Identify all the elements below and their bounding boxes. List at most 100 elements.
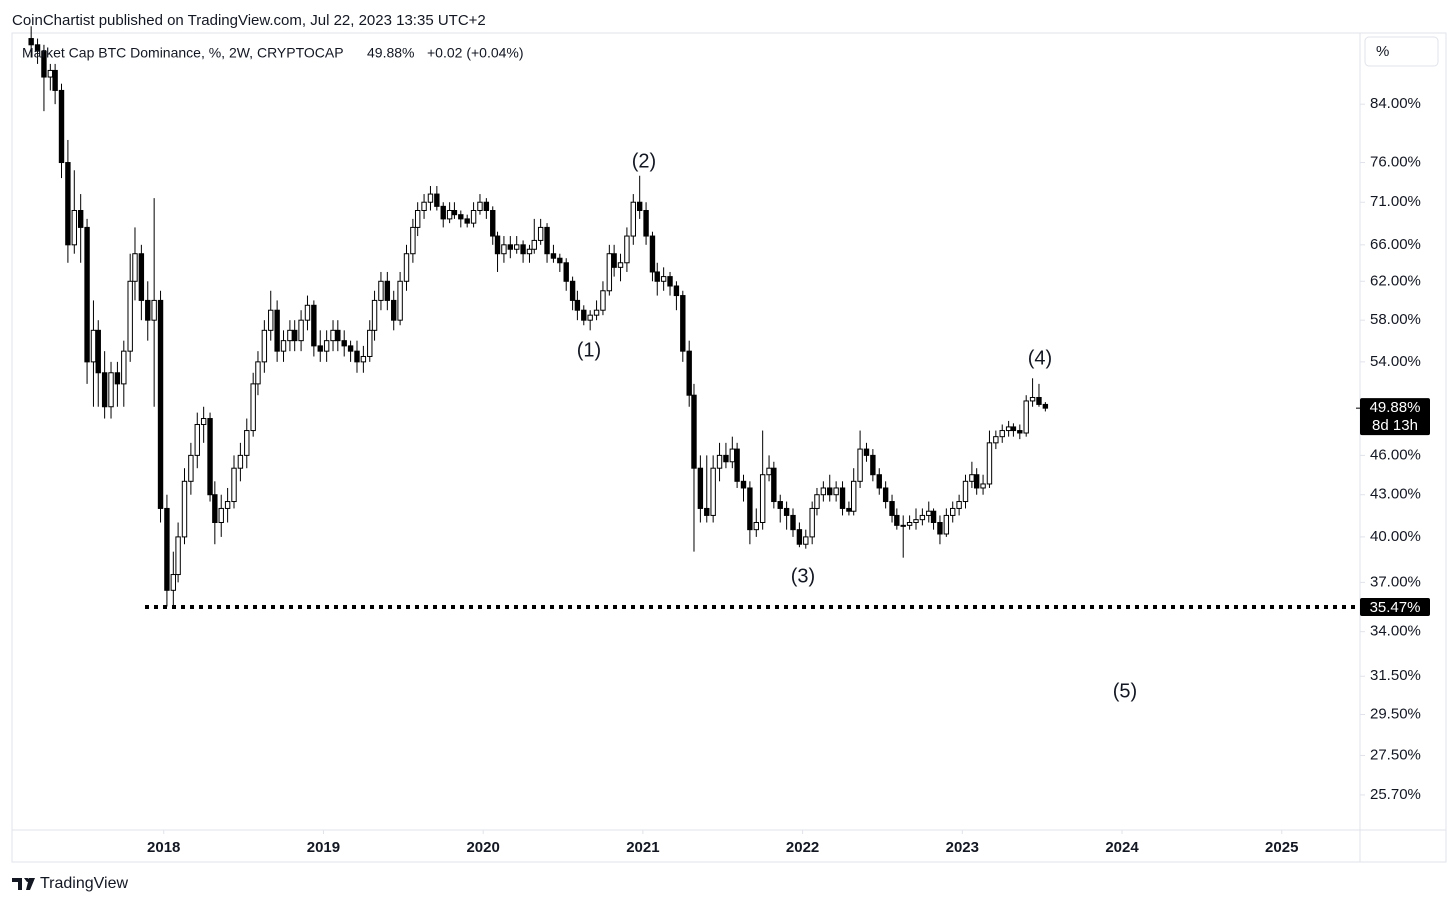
candle-body: [501, 244, 507, 255]
candle-body: [969, 474, 975, 482]
candle-body: [470, 210, 477, 224]
bar-countdown: 8d 13h: [1372, 417, 1418, 434]
scale-button-box[interactable]: [1364, 36, 1439, 67]
candle-body: [477, 201, 483, 212]
scale-button-label[interactable]: %: [1376, 43, 1389, 60]
wave-label: (4): [1028, 347, 1052, 369]
candle-body: [557, 257, 563, 264]
candle-body: [1010, 426, 1017, 432]
y-tick-label: 40.00%: [1370, 528, 1421, 545]
candle-body: [962, 480, 969, 503]
candle-body: [90, 329, 97, 363]
candle-body: [649, 235, 656, 273]
candle-body: [1023, 400, 1029, 434]
candle-body: [224, 501, 231, 509]
candle-body: [617, 262, 624, 268]
candle-body: [514, 244, 520, 250]
candle-body: [606, 253, 613, 292]
candle-body: [250, 383, 256, 432]
candle-body: [175, 536, 181, 576]
y-tick-label: 31.50%: [1370, 667, 1421, 684]
x-tick-label: 2020: [466, 839, 499, 856]
candle-body: [857, 448, 863, 482]
candle-body: [287, 329, 293, 342]
candle-body: [77, 210, 84, 228]
y-tick-label: 54.00%: [1370, 353, 1421, 370]
candle-body: [624, 235, 630, 264]
candle-body: [919, 514, 926, 521]
scale-button[interactable]: %: [1364, 36, 1439, 67]
candle-body: [531, 239, 537, 250]
candle-body: [108, 372, 114, 408]
plot-area: [28, 26, 1360, 610]
y-tick-label: 46.00%: [1370, 446, 1421, 463]
candle-body: [494, 235, 501, 255]
x-tick-label: 2019: [307, 839, 340, 856]
candle-body: [716, 454, 723, 469]
candle-body: [600, 290, 606, 311]
candle-body: [446, 210, 453, 220]
candle-body: [207, 418, 213, 496]
candle-body: [783, 507, 790, 516]
y-tick-label: 76.00%: [1370, 154, 1421, 171]
candle-body: [121, 350, 127, 385]
candle-body: [391, 299, 397, 321]
level-label: 35.47%: [1370, 599, 1421, 616]
candle-body: [827, 487, 833, 496]
candle-body: [280, 340, 287, 352]
candle-body: [686, 350, 692, 396]
candle-body: [846, 507, 852, 512]
candle-body: [101, 372, 108, 408]
candle-body: [427, 193, 434, 203]
candle-body: [464, 218, 470, 224]
candle-body: [574, 299, 581, 311]
candle-body: [65, 162, 71, 246]
candle-body: [170, 574, 177, 591]
x-tick-label: 2023: [946, 839, 979, 856]
candle-body: [563, 262, 569, 282]
y-tick-label: 25.70%: [1370, 786, 1421, 803]
y-tick-label: 37.00%: [1370, 573, 1421, 590]
candle-body: [28, 38, 34, 46]
candle-body: [537, 226, 544, 241]
candle-body: [937, 521, 943, 535]
candle-body: [796, 529, 803, 545]
candle-body: [1029, 396, 1036, 402]
candle-body: [654, 271, 660, 282]
candle-body: [151, 299, 157, 321]
y-tick-label: 62.00%: [1370, 272, 1421, 289]
candle-body: [58, 89, 65, 164]
candle-body: [261, 329, 268, 363]
candle-body: [740, 480, 747, 489]
y-tick-label: 34.00%: [1370, 623, 1421, 640]
wave-label: (5): [1113, 680, 1137, 702]
candle-body: [680, 295, 686, 352]
candle-body: [95, 329, 101, 374]
logo-mark: [12, 878, 35, 890]
candle-body: [458, 214, 464, 220]
candle-body: [440, 205, 446, 220]
candle-body: [414, 210, 421, 228]
candle-body: [660, 276, 667, 282]
candle-body: [814, 494, 820, 509]
candle-body: [876, 474, 882, 489]
candle-body: [790, 514, 796, 531]
candle-body: [697, 467, 704, 509]
candle-body: [421, 201, 427, 212]
candle-body: [1042, 403, 1049, 409]
candle-body: [550, 253, 557, 259]
candle-body: [138, 253, 145, 301]
candle-body: [863, 448, 870, 456]
candle-body: [777, 501, 783, 509]
candle-body: [335, 329, 341, 342]
candle-body: [434, 193, 440, 207]
last-price-label: 49.88%: [1370, 399, 1421, 416]
candle-body: [218, 507, 224, 523]
y-tick-label: 71.00%: [1370, 193, 1421, 210]
candle-body: [378, 280, 384, 301]
candle-body: [341, 340, 347, 347]
candle-body: [766, 467, 772, 476]
candle-body: [41, 50, 47, 78]
